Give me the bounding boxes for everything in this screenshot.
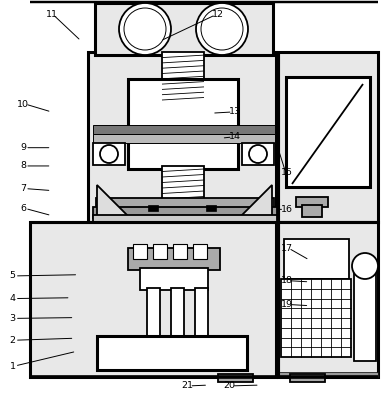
Text: 16: 16 (280, 205, 293, 214)
Bar (286, 77, 370, 187)
Text: 7: 7 (20, 184, 26, 193)
Bar (148, 205, 158, 211)
Bar (206, 205, 216, 211)
Bar (93, 125, 275, 134)
Bar (193, 244, 207, 259)
Text: 1: 1 (10, 362, 16, 370)
Bar (93, 134, 275, 143)
Bar (242, 143, 274, 165)
Text: 19: 19 (280, 300, 293, 309)
Text: 17: 17 (280, 244, 293, 252)
Text: 18: 18 (280, 276, 293, 285)
Bar (296, 197, 328, 207)
Bar (354, 273, 376, 361)
Bar (290, 374, 325, 382)
Bar (147, 288, 160, 340)
Text: 12: 12 (212, 10, 224, 19)
Bar (171, 288, 184, 340)
Bar (93, 143, 125, 165)
Bar (162, 166, 204, 201)
Text: 20: 20 (223, 382, 235, 390)
Text: 14: 14 (229, 133, 241, 141)
Text: 21: 21 (181, 382, 193, 390)
Bar (128, 248, 220, 270)
Circle shape (352, 253, 378, 279)
Bar (93, 207, 277, 218)
Text: 13: 13 (229, 108, 241, 116)
Bar (278, 222, 378, 377)
Bar (218, 374, 253, 382)
Bar (133, 244, 147, 259)
Bar (284, 239, 349, 279)
Bar (95, 3, 273, 55)
Bar (162, 52, 204, 102)
Bar (128, 79, 238, 169)
Bar (173, 244, 187, 259)
Bar (93, 215, 277, 222)
Bar (278, 372, 378, 377)
Text: 8: 8 (20, 162, 26, 170)
Bar (30, 222, 276, 377)
Text: 9: 9 (20, 143, 26, 152)
Text: 3: 3 (10, 314, 16, 323)
Bar (281, 279, 351, 357)
Circle shape (100, 145, 118, 163)
Circle shape (249, 145, 267, 163)
Circle shape (119, 3, 171, 55)
Text: 4: 4 (10, 294, 16, 303)
Bar (88, 52, 276, 222)
Circle shape (124, 8, 166, 50)
Bar (278, 52, 378, 222)
Bar (302, 205, 322, 217)
Text: 15: 15 (280, 168, 293, 177)
Text: 10: 10 (17, 100, 29, 108)
Bar (195, 288, 208, 340)
Text: 2: 2 (10, 336, 16, 345)
Bar (140, 268, 208, 290)
Circle shape (196, 3, 248, 55)
Text: 11: 11 (45, 10, 58, 19)
Bar (96, 198, 274, 209)
Text: 5: 5 (10, 272, 16, 280)
Bar (153, 244, 167, 259)
Bar (97, 336, 247, 370)
Polygon shape (97, 185, 130, 218)
Polygon shape (239, 185, 272, 218)
Text: 6: 6 (20, 204, 26, 213)
Circle shape (201, 8, 243, 50)
